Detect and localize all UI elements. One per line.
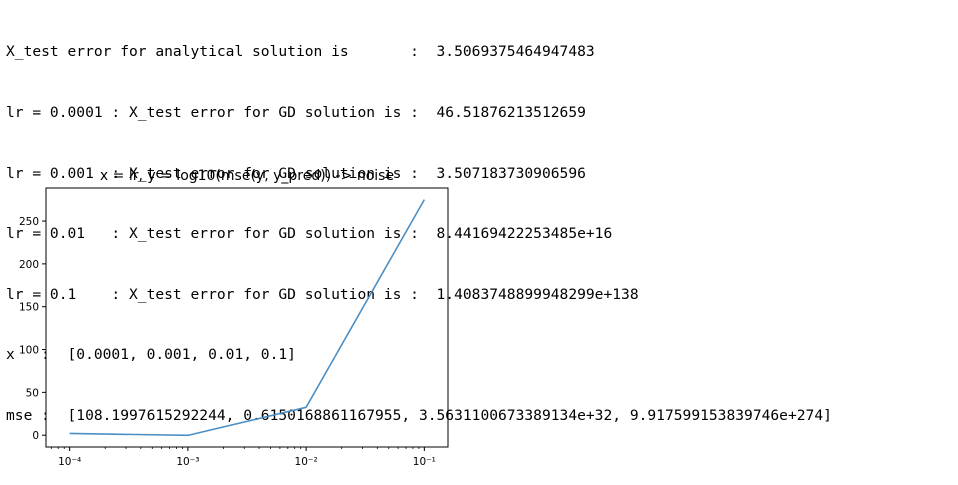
series-lines (69, 199, 426, 437)
x-tick-label: 10⁻³ (176, 456, 199, 468)
console-line-mse: mse : [108.1997615292244, 0.615016886116… (6, 406, 832, 424)
y-tick-label: 250 (19, 216, 39, 228)
chart-title: x = lr, y = log10(mse(y, y_pred)) -> noi… (100, 168, 394, 184)
axis-ticks: 0 50 100 150 200 250 10⁻⁴ 10⁻³ 10⁻² 10⁻¹ (19, 216, 436, 468)
plot-frame (45, 187, 449, 448)
console-line-lr-0.001: lr = 0.001 : X_test error for GD solutio… (6, 164, 586, 182)
y-tick-label: 200 (19, 259, 39, 271)
x-tick-label: 10⁻⁴ (58, 456, 81, 468)
console-output: X_test error for analytical solution is … (6, 2, 832, 446)
console-line-x: x : [0.0001, 0.001, 0.01, 0.1] (6, 346, 296, 364)
y-tick-label: 150 (19, 302, 39, 314)
series-line-0 (69, 199, 426, 437)
console-line-lr-0.0001: lr = 0.0001 : X_test error for GD soluti… (6, 104, 586, 121)
console-line-lr-0.01: lr = 0.01 : X_test error for GD solution… (6, 225, 613, 243)
console-line-analytical: X_test error for analytical solution is … (6, 43, 595, 61)
y-tick-label: 0 (32, 430, 39, 442)
y-tick-label: 50 (26, 387, 39, 399)
console-line-lr-0.1: lr = 0.1 : X_test error for GD solution … (6, 285, 639, 303)
y-tick-label: 100 (19, 345, 39, 357)
x-tick-label: 10⁻¹ (413, 456, 436, 468)
line-chart: x = lr, y = log10(mse(y, y_pred)) -> noi… (19, 168, 449, 468)
x-tick-label: 10⁻² (295, 456, 318, 468)
